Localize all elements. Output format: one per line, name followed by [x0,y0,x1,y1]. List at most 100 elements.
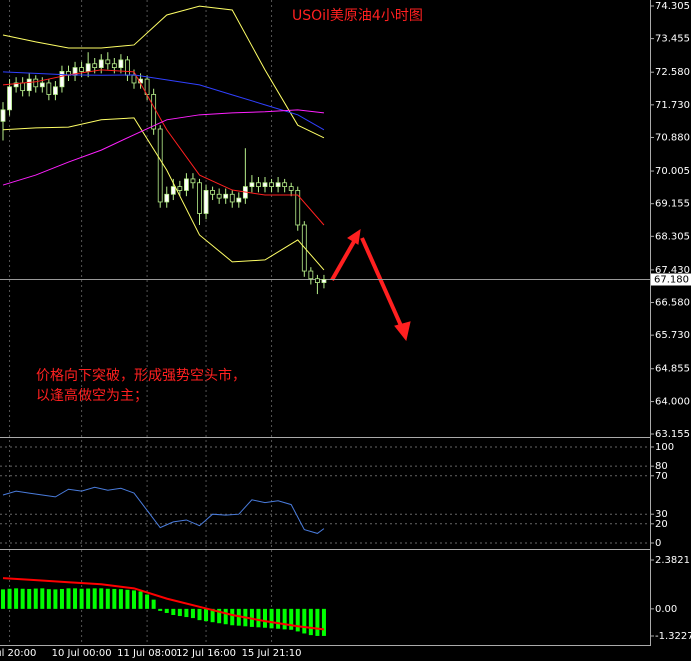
y-tick-label: 72.580 [655,67,690,78]
candle-body [164,193,170,203]
y-tick-label: 67.430 [655,265,690,276]
y-tick-label: 63.155 [655,429,690,440]
y-tick-label: 64.855 [655,364,690,375]
candle-body [314,278,320,283]
histogram-bar [217,608,222,624]
histogram-bar [302,608,307,634]
histogram-bar [256,608,261,628]
candle-body [177,186,183,191]
candle-body [26,78,32,92]
histogram-bar [86,588,91,609]
histogram-bar [53,589,58,609]
histogram-bar [20,588,25,609]
histogram-bar [27,588,32,609]
histogram-bar [14,588,19,609]
histogram-bar [204,608,209,622]
annotation: 以逢高做空为主； [36,387,148,404]
candle-body [85,63,91,72]
y-tick-label: 68.305 [655,231,690,242]
histogram-bar [276,608,281,629]
candle-body [262,182,268,188]
histogram-bar [125,589,130,609]
y-tick-label: 0.00 [655,604,677,615]
candle-body [59,71,65,88]
last-price-label: 67.180 [654,274,689,285]
y-tick-label: 74.305 [655,1,690,12]
candle-body [210,190,216,195]
histogram-bar [40,588,45,609]
histogram-bar [177,608,182,617]
chart-title: USOil美原油4小时图 [292,8,423,24]
candle-body [275,182,281,188]
candle-body [229,193,235,203]
candle-body [20,82,26,92]
candle-body [269,182,274,188]
y-tick-label: 66.580 [655,298,690,309]
candle-body [46,82,52,95]
y-tick-label: 73.455 [655,34,690,45]
x-tick-label: 11 Jul 08:00 [117,648,177,659]
histogram-bar [46,589,51,609]
indicator-line [2,117,325,271]
y-tick-label: 20 [655,519,668,530]
histogram-bar [289,608,294,630]
y-tick-label: -1.3227 [655,631,691,642]
candle-body [118,59,124,68]
histogram-bar [269,608,274,629]
indicator-line [2,71,325,131]
indicator-line [2,5,325,139]
candle-body [92,63,98,68]
histogram-bar [138,591,143,609]
y-tick-label: 80 [655,461,668,472]
x-tick-label: 6 Jul 20:00 [0,648,36,659]
candle-body [111,63,117,68]
last-price-box [651,273,691,286]
histogram-bar [112,588,117,609]
histogram-bar [236,608,241,626]
indicator-line [2,577,325,631]
y-tick-label: 65.730 [655,330,690,341]
histogram-bar [151,599,156,609]
candle-body [98,59,104,68]
histogram-bar [190,608,195,619]
candle-body [190,178,196,184]
histogram-bar [230,608,235,626]
indicator-line [2,109,325,186]
histogram-bar [210,608,215,623]
candle-body [13,82,19,88]
y-tick-label: 71.730 [655,100,690,111]
x-tick-label: 10 Jul 00:00 [52,648,112,659]
histogram-bar [184,608,189,618]
histogram-bar [73,588,78,609]
candle-body [236,197,242,203]
histogram-bar [308,608,313,636]
y-tick-label: 70 [655,471,668,482]
y-tick-label: 2.3821 [655,555,690,566]
histogram-bar [105,588,110,609]
candle-body [295,190,301,226]
histogram-bar [99,588,104,609]
candle-body [197,182,202,214]
candle-body [53,86,58,95]
candle-body [33,78,39,88]
candle-body [308,270,314,280]
candle-body [79,67,84,72]
histogram-bar [132,590,136,609]
histogram-bar [197,608,202,621]
histogram-bar [321,608,326,636]
candle-body [125,59,130,76]
candle-body [7,86,12,111]
histogram-bar [315,608,320,636]
candle-body [157,128,163,203]
histogram-bar [171,608,176,616]
candle-body [223,193,229,199]
indicator-line [2,486,325,534]
x-tick-label: 15 Jul 21:10 [242,648,302,659]
histogram-bar [263,608,267,628]
histogram-bar [223,608,228,625]
histogram-bar [118,589,123,609]
histogram-bar [1,589,5,609]
histogram-bar [164,608,169,613]
